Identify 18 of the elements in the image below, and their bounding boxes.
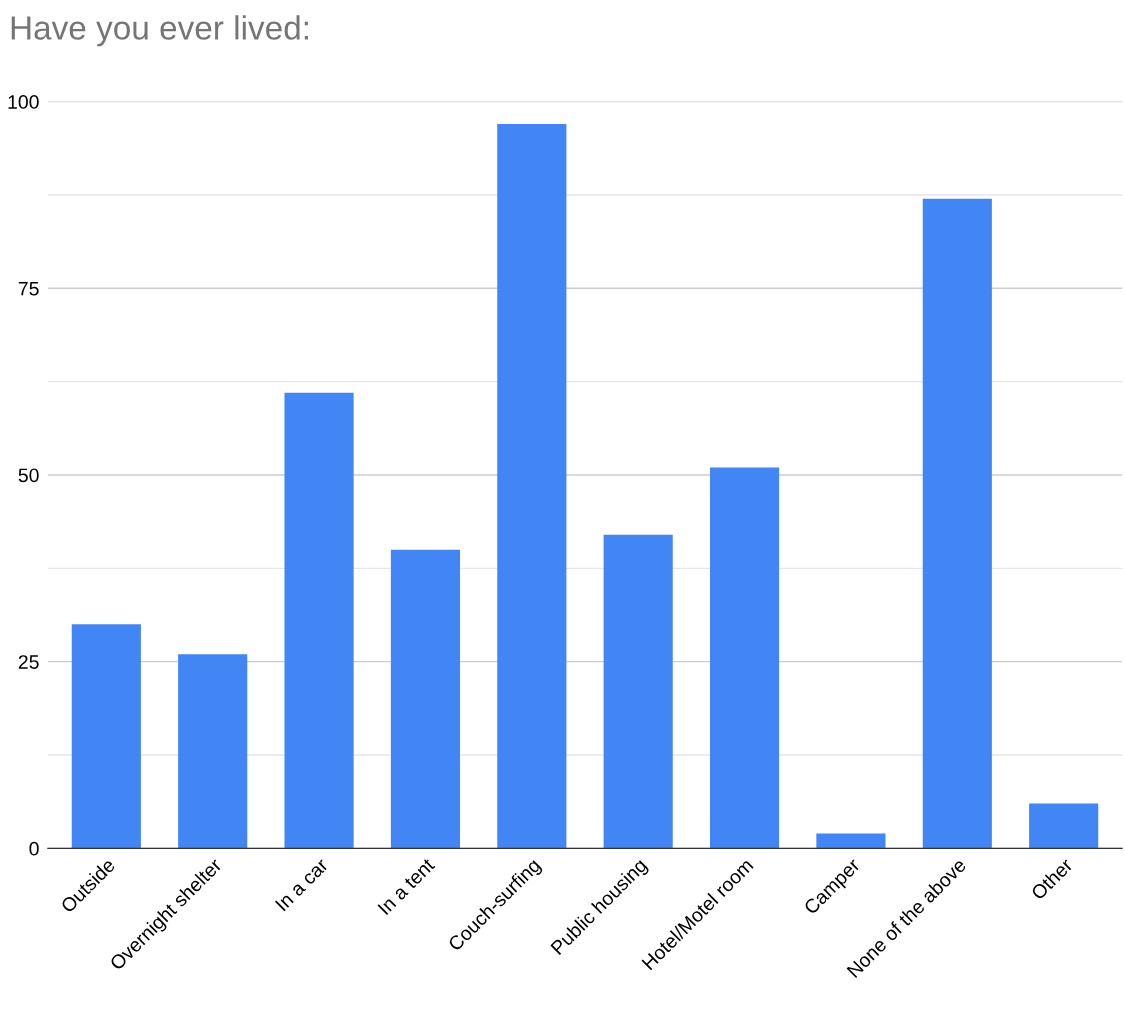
bar (71, 624, 141, 849)
bar (390, 549, 461, 849)
bar (1029, 803, 1099, 849)
bar (709, 467, 780, 849)
bar (284, 392, 354, 849)
y-tick-label: 25 (18, 655, 39, 669)
bar (178, 654, 248, 849)
bar (922, 198, 992, 849)
y-tick-label: 50 (18, 468, 39, 483)
chart-title: Have you ever lived: (11, 15, 308, 47)
x-tick-label: In a tent (377, 857, 436, 916)
y-tick-label: 0 (29, 841, 39, 856)
y-tick-label: 75 (18, 281, 39, 296)
bar (497, 124, 567, 849)
bar (603, 534, 673, 849)
y-tick-label: 100 (8, 95, 39, 109)
x-tick-label: In a car (274, 857, 329, 912)
bar (816, 833, 886, 849)
